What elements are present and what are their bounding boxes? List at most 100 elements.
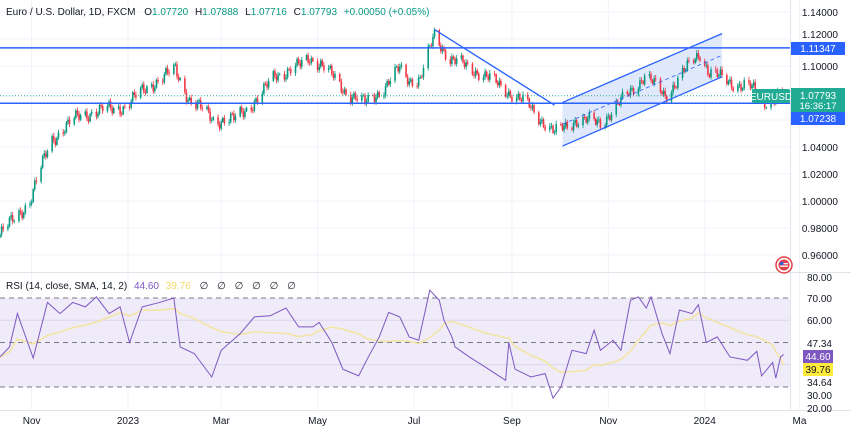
candle-body xyxy=(643,75,646,84)
candle-body xyxy=(452,56,455,59)
candle-body xyxy=(515,97,518,102)
candle-body xyxy=(264,83,267,85)
rsi-tick-label: 30.00 xyxy=(807,391,832,402)
candle-body xyxy=(642,81,644,84)
candle-body xyxy=(321,60,324,66)
candle-body xyxy=(0,234,1,238)
candle-body xyxy=(198,100,200,102)
candle-body xyxy=(586,118,589,123)
candle-body xyxy=(173,64,175,74)
candle-body xyxy=(416,86,418,87)
candle-body xyxy=(327,68,330,71)
candle-body xyxy=(544,126,546,130)
candle-body xyxy=(305,55,308,60)
candle-body xyxy=(294,65,297,74)
candle-body xyxy=(729,79,731,82)
candle-body xyxy=(473,74,475,76)
candle-body xyxy=(484,71,486,78)
candle-body xyxy=(239,107,241,117)
candle-body xyxy=(648,74,651,76)
candle-body xyxy=(231,113,234,115)
candle-body xyxy=(52,136,55,141)
symbol-label: EURUSD xyxy=(750,92,792,103)
candle-body xyxy=(119,106,121,115)
empty-value: ∅ xyxy=(217,281,226,292)
candle-body xyxy=(721,69,723,76)
candle-body xyxy=(100,104,102,107)
candle-body xyxy=(310,58,313,64)
rsi-title[interactable]: RSI (14, close, SMA, 14, 2) xyxy=(6,281,127,292)
candle-body xyxy=(261,93,264,103)
candle-body xyxy=(485,71,488,77)
candle-body xyxy=(422,67,425,78)
candle-body xyxy=(661,91,663,95)
candle-body xyxy=(89,114,91,122)
candle-body xyxy=(133,92,136,95)
candle-body xyxy=(432,36,434,47)
candle-body xyxy=(594,118,597,125)
candle-body xyxy=(272,71,275,81)
candle-body xyxy=(411,79,414,87)
candle-body xyxy=(90,111,93,115)
empty-value: ∅ xyxy=(287,281,296,292)
candle-body xyxy=(639,80,641,89)
channel-lower-line xyxy=(562,76,723,147)
candle-body xyxy=(599,119,602,128)
candle-body xyxy=(675,87,678,89)
candle-body xyxy=(244,111,246,117)
candle-body xyxy=(738,84,741,86)
candle-body xyxy=(417,77,420,87)
candle-body xyxy=(430,45,433,47)
candle-body xyxy=(531,105,534,109)
price-tick-label: 1.12000 xyxy=(802,30,839,41)
candle-body xyxy=(400,64,403,67)
candle-body xyxy=(73,118,76,125)
broker-logo[interactable] xyxy=(775,256,793,274)
candle-body xyxy=(705,65,708,66)
candle-body xyxy=(75,110,77,119)
candle-body xyxy=(177,76,180,81)
candle-body xyxy=(111,108,113,114)
candle-body xyxy=(740,84,742,91)
candle-body xyxy=(312,58,314,62)
candle-body xyxy=(496,82,499,86)
candle-body xyxy=(561,124,564,131)
time-tick-label: Ma xyxy=(793,416,807,427)
candle-body xyxy=(727,81,730,85)
price-axis[interactable]: 1.14000 1.12000 1.10000 1.04000 1.02000 1.000… xyxy=(802,8,839,262)
candle-body xyxy=(553,132,556,134)
candle-body xyxy=(174,64,177,66)
symbol-badge: EURUSD xyxy=(750,89,792,103)
time-tick-label: May xyxy=(308,416,327,427)
candle-body xyxy=(575,120,578,127)
candle-body xyxy=(33,180,36,190)
candle-body xyxy=(299,63,302,67)
candle-body xyxy=(76,110,79,114)
candle-body xyxy=(84,111,87,116)
candle-body xyxy=(697,53,700,58)
candle-body xyxy=(530,107,532,109)
candle-body xyxy=(168,72,170,74)
rsi-badge: 44.60 xyxy=(803,350,833,363)
candle-body xyxy=(749,82,752,89)
candle-body xyxy=(653,78,655,84)
candle-body xyxy=(487,76,490,80)
candle-body xyxy=(86,111,88,119)
candle-body xyxy=(263,83,265,94)
candle-body xyxy=(489,73,491,80)
rsi-axis[interactable]: 80.00 70.00 60.00 30.00 20.00 47.34 34.64 xyxy=(807,273,832,415)
candle-body xyxy=(2,226,4,230)
time-axis[interactable]: Nov 2023 Mar May Jul Sep Nov 2024 Ma xyxy=(23,416,807,427)
time-tick-label: 2024 xyxy=(694,416,717,427)
high-value: 1.07888 xyxy=(202,7,239,18)
candle-body xyxy=(707,65,709,75)
candle-body xyxy=(730,79,733,88)
drawings-lines[interactable] xyxy=(0,28,790,147)
candle-body xyxy=(43,153,46,157)
candle-body xyxy=(443,47,445,51)
candle-body xyxy=(106,106,109,112)
candle-body xyxy=(285,77,287,80)
candle-body xyxy=(10,215,12,218)
candle-body xyxy=(373,95,376,102)
